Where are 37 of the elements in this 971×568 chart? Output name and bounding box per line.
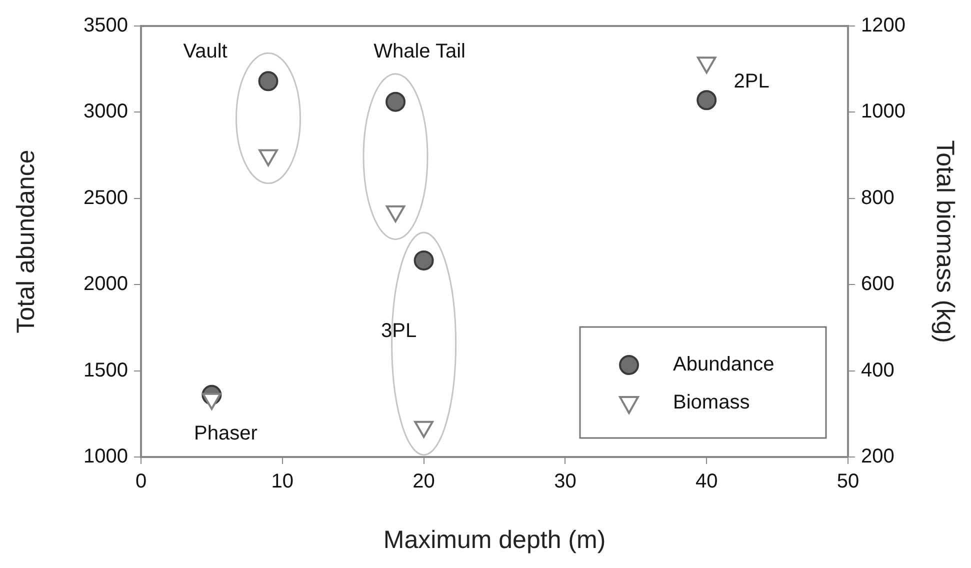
y-tick-label: 2500 — [84, 186, 128, 209]
y2-tick-label: 600 — [861, 273, 894, 296]
point — [696, 90, 717, 110]
y-tick-label: 1500 — [84, 359, 128, 382]
x-tick-label: 10 — [271, 470, 294, 493]
point — [696, 56, 716, 74]
x-tick-label: 20 — [412, 470, 435, 493]
y2-tick-label: 800 — [861, 186, 894, 209]
annotation: Vault — [183, 40, 228, 63]
annotation: Whale Tail — [374, 40, 466, 62]
x-tick-label: 30 — [554, 470, 576, 493]
y-tick-label: 1000 — [84, 446, 128, 468]
y2-tick-label: 400 — [861, 359, 894, 382]
point — [414, 250, 434, 270]
legend-label: Biomass — [673, 392, 750, 414]
point — [258, 149, 278, 166]
y-tick-label: 2000 — [84, 273, 128, 296]
y2-tick-label: 200 — [861, 446, 894, 468]
point — [202, 392, 222, 410]
point — [258, 71, 278, 92]
x-axis-title: Maximum depth (m) — [383, 526, 606, 554]
x-tick-label: 40 — [695, 470, 718, 493]
point — [386, 205, 406, 222]
y-tick-label: 3500 — [84, 14, 128, 37]
y2-axis-title: Total biomass (kg) — [931, 140, 960, 343]
y2-tick-label: 1000 — [861, 100, 906, 123]
annotation: Phaser — [194, 422, 258, 444]
y2-tick-label: 1200 — [861, 14, 906, 37]
legend-label: Abundance — [673, 354, 774, 376]
annotation: 3PL — [381, 320, 417, 342]
annotation: 2PL — [734, 70, 770, 93]
x-tick-label: 50 — [836, 470, 860, 493]
point — [414, 420, 434, 438]
y-tick-label: 3000 — [84, 100, 128, 123]
x-tick-label: 0 — [135, 470, 147, 493]
point — [386, 92, 406, 112]
y-axis-title: Total abundance — [12, 150, 40, 334]
